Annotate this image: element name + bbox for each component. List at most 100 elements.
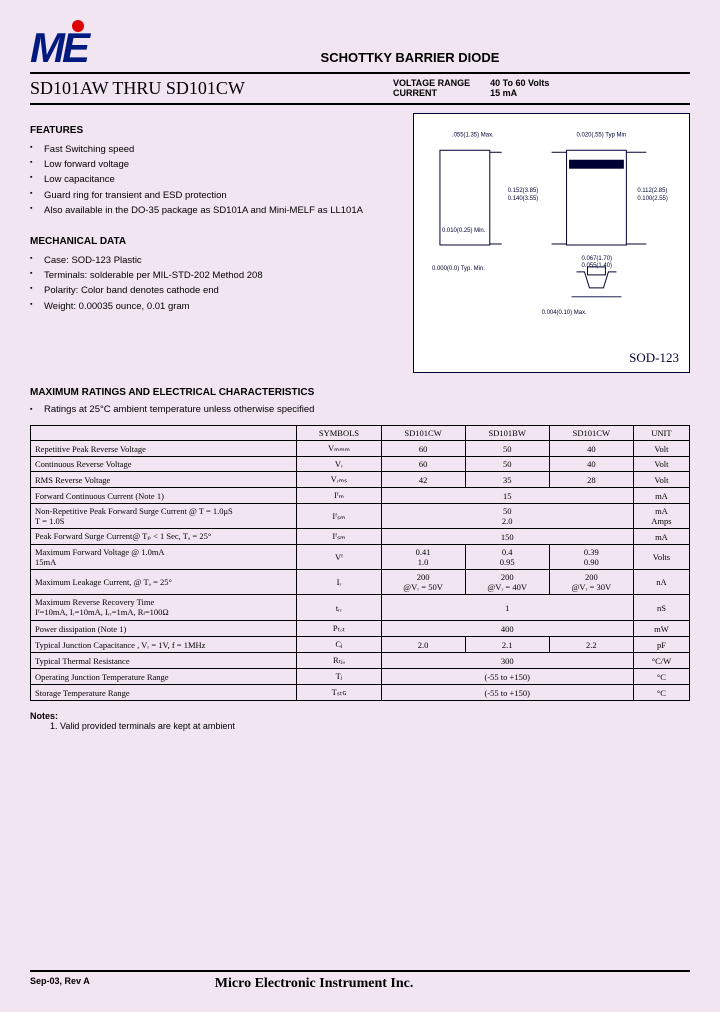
company-name: Micro Electronic Instrument Inc. (215, 976, 414, 992)
value-cell: 300 (381, 653, 633, 669)
param-cell: Non-Repetitive Peak Forward Surge Curren… (31, 504, 297, 529)
notes-section: Notes: 1. Valid provided terminals are k… (30, 711, 690, 731)
table-row: Storage Temperature RangeTₛₜɢ(-55 to +15… (31, 685, 690, 701)
param-cell: RMS Reverse Voltage (31, 472, 297, 488)
value-cell: 28 (549, 472, 633, 488)
param-cell: Maximum Leakage Current, @ Tₐ = 25° (31, 570, 297, 595)
param-cell: Operating Junction Temperature Range (31, 669, 297, 685)
value-cell: 200 @Vᵣ = 50V (381, 570, 465, 595)
value-cell: 60 (381, 441, 465, 457)
param-cell: Forward Continuous Current (Note 1) (31, 488, 297, 504)
title-bar: SD101AW THRU SD101CW VOLTAGE RANGE CURRE… (30, 72, 690, 105)
value-cell: 42 (381, 472, 465, 488)
symbol-cell: Iᶠₘ (297, 488, 381, 504)
table-row: Continuous Reverse VoltageVᵣ605040Volt (31, 457, 690, 472)
unit-cell: Volt (633, 472, 689, 488)
symbol-cell: Rₜⱼₐ (297, 653, 381, 669)
param-cell: Power dissipation (Note 1) (31, 621, 297, 637)
list-item: Fast Switching speed (44, 142, 413, 157)
list-item: Terminals: solderable per MIL-STD-202 Me… (44, 268, 413, 283)
param-cell: Storage Temperature Range (31, 685, 297, 701)
table-row: Power dissipation (Note 1)Pₜₒₜ400mW (31, 621, 690, 637)
list-item: Case: SOD-123 Plastic (44, 253, 413, 268)
value-cell: 2.2 (549, 637, 633, 653)
param-cell: Peak Forward Surge Current@ Tₚ < 1 Sec, … (31, 529, 297, 545)
value-cell: 50 (465, 457, 549, 472)
value-cell: 50 2.0 (381, 504, 633, 529)
unit-cell: nS (633, 595, 689, 621)
value-cell: 200 @Vᵣ = 30V (549, 570, 633, 595)
mechanical-list: Case: SOD-123 PlasticTerminals: solderab… (30, 253, 413, 314)
list-item: Guard ring for transient and ESD protect… (44, 188, 413, 203)
dim-text: 0.000(0.0) Typ. Min. (432, 266, 485, 272)
features-heading: FEATURES (30, 125, 413, 136)
unit-cell: °C/W (633, 653, 689, 669)
value-cell: 200 @Vᵣ = 40V (465, 570, 549, 595)
value-cell: 0.4 0.95 (465, 545, 549, 570)
value-cell: 2.1 (465, 637, 549, 653)
unit-cell: mW (633, 621, 689, 637)
revision: Sep-03, Rev A (30, 976, 215, 992)
dim-text: 0.152(3.85) (508, 188, 539, 194)
col-part2: SD101BW (465, 426, 549, 441)
header: ME SCHOTTKY BARRIER DIODE (30, 20, 690, 70)
symbol-cell: Iᶠₛₘ (297, 504, 381, 529)
mechanical-heading: MECHANICAL DATA (30, 236, 413, 247)
param-cell: Continuous Reverse Voltage (31, 457, 297, 472)
table-row: Typical Junction Capacitance , Vᵣ = 1V, … (31, 637, 690, 653)
value-cell: 1 (381, 595, 633, 621)
value-cell: 40 (549, 457, 633, 472)
param-cell: Maximum Reverse Recovery Time Iᶠ=10mA, I… (31, 595, 297, 621)
param-cell: Repetitive Peak Reverse Voltage (31, 441, 297, 457)
col-part1: SD101CW (381, 426, 465, 441)
table-row: RMS Reverse VoltageVᵣₘₛ423528Volt (31, 472, 690, 488)
unit-cell: Volt (633, 441, 689, 457)
table-row: Operating Junction Temperature RangeTⱼ(-… (31, 669, 690, 685)
features-list: Fast Switching speedLow forward voltageL… (30, 142, 413, 218)
value-cell: 15 (381, 488, 633, 504)
symbol-cell: Tⱼ (297, 669, 381, 685)
list-item: Weight: 0.00035 ounce, 0.01 gram (44, 299, 413, 314)
right-column: .055(1.35) Max. 0.020(.55) Typ Min 0.152… (413, 113, 690, 373)
symbol-cell: Vᶠ (297, 545, 381, 570)
notes-heading: Notes: (30, 711, 690, 721)
dim-text: 0.112(2.85) (637, 188, 667, 194)
value-cell: 400 (381, 621, 633, 637)
package-label: SOD-123 (629, 350, 679, 366)
current-label: CURRENT (393, 88, 470, 98)
spec-table: SYMBOLS SD101CW SD101BW SD101CW UNIT Rep… (30, 425, 690, 701)
value-cell: 0.41 1.0 (381, 545, 465, 570)
param-cell: Maximum Forward Voltage @ 1.0mA 15mA (31, 545, 297, 570)
list-item: Low forward voltage (44, 157, 413, 172)
ratings-heading: MAXIMUM RATINGS AND ELECTRICAL CHARACTER… (30, 387, 690, 398)
ratings-note: Ratings at 25°C ambient temperature unle… (44, 404, 314, 415)
table-row: Maximum Reverse Recovery Time Iᶠ=10mA, I… (31, 595, 690, 621)
symbol-cell: Vᵣₘₛ (297, 472, 381, 488)
value-cell: 60 (381, 457, 465, 472)
symbol-cell: Cⱼ (297, 637, 381, 653)
dim-text: 0.004(0.10) Max. (541, 310, 586, 316)
value-cell: 2.0 (381, 637, 465, 653)
table-row: Non-Repetitive Peak Forward Surge Curren… (31, 504, 690, 529)
list-item: Also available in the DO-35 package as S… (44, 203, 413, 218)
dim-text: 0.140(3.55) (508, 196, 539, 202)
symbol-cell: Tₛₜɢ (297, 685, 381, 701)
param-cell: Typical Thermal Resistance (31, 653, 297, 669)
value-cell: 50 (465, 441, 549, 457)
logo-text: ME (30, 24, 87, 72)
table-row: Peak Forward Surge Current@ Tₚ < 1 Sec, … (31, 529, 690, 545)
unit-cell: Volt (633, 457, 689, 472)
symbol-cell: tᵣᵣ (297, 595, 381, 621)
voltage-range-value: 40 To 60 Volts (490, 78, 549, 88)
left-column: FEATURES Fast Switching speedLow forward… (30, 113, 413, 373)
list-item: Polarity: Color band denotes cathode end (44, 283, 413, 298)
param-cell: Typical Junction Capacitance , Vᵣ = 1V, … (31, 637, 297, 653)
footer: Sep-03, Rev A Micro Electronic Instrumen… (30, 970, 690, 992)
value-cell: 0.39 0.90 (549, 545, 633, 570)
symbol-cell: Iᶠₛₘ (297, 529, 381, 545)
unit-cell: pF (633, 637, 689, 653)
voltage-range-label: VOLTAGE RANGE (393, 78, 470, 88)
dim-text: 0.100(2.55) (637, 196, 668, 202)
col-unit: UNIT (633, 426, 689, 441)
col-symbols: SYMBOLS (297, 426, 381, 441)
